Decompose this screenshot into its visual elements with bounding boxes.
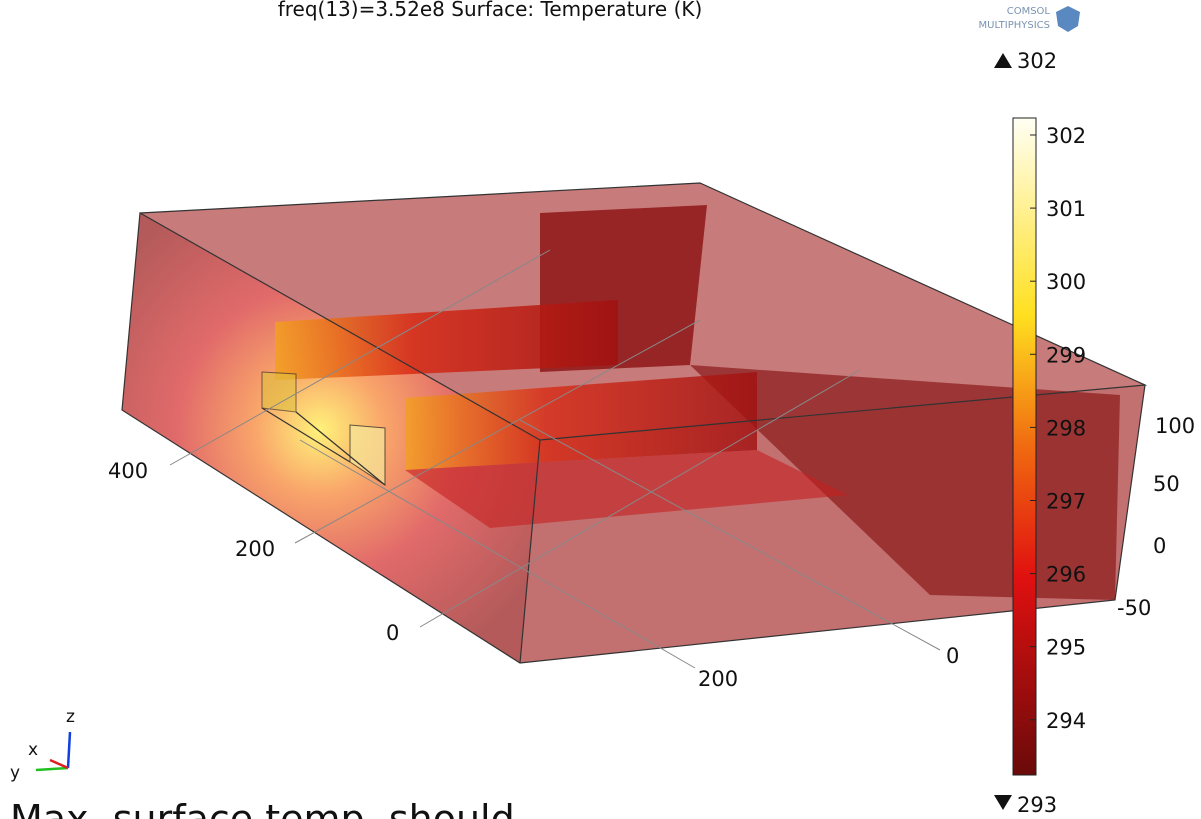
plot-title: freq(13)=3.52e8 Surface: Temperature (K) [278,0,703,21]
triad-label: x [28,740,38,760]
caption: Max. surface temp. should [10,797,515,819]
min-marker [994,795,1012,810]
logo-text: COMSOL [1007,6,1051,17]
colorbar-tick-label: 297 [1046,490,1086,514]
logo: COMSOL MULTIPHYSICS [979,6,1080,32]
plot-window: freq(13)=3.52e8 Surface: Temperature (K)… [0,0,1201,819]
colorbar-tick-label: 302 [1046,124,1086,148]
max-marker [994,53,1012,68]
colorbar-tick-label: 301 [1046,197,1086,221]
z-tick-label: 100 [1155,414,1195,438]
z-tick-label: 50 [1153,472,1180,496]
y-tick-label: 200 [235,537,275,561]
colorbar-tick-label: 295 [1046,636,1086,660]
y-tick-label: 400 [108,459,148,483]
colorbar-tick-label: 296 [1046,563,1086,587]
colorbar-tick-label: 300 [1046,270,1086,294]
colorbar-tick-label: 298 [1046,416,1086,440]
colorbar-tick-label: 299 [1046,343,1086,367]
port [262,372,296,412]
z-tick-label: 0 [1153,534,1166,558]
logo-icon [1056,6,1080,32]
x-tick-label: 200 [698,667,738,691]
colorbar [1013,118,1036,775]
axis-triad: z x y [10,707,75,783]
colorbar-min: 293 [1017,793,1057,817]
logo-text: MULTIPHYSICS [979,20,1050,31]
scene [122,183,1145,668]
colorbar-tick-label: 294 [1046,709,1086,733]
triad-label: y [10,763,20,783]
y-tick-label: 0 [386,621,399,645]
triad-label: z [66,707,75,727]
colorbar-max: 302 [1017,49,1057,73]
z-tick-label: -50 [1117,596,1151,620]
x-tick-label: 0 [946,644,959,668]
